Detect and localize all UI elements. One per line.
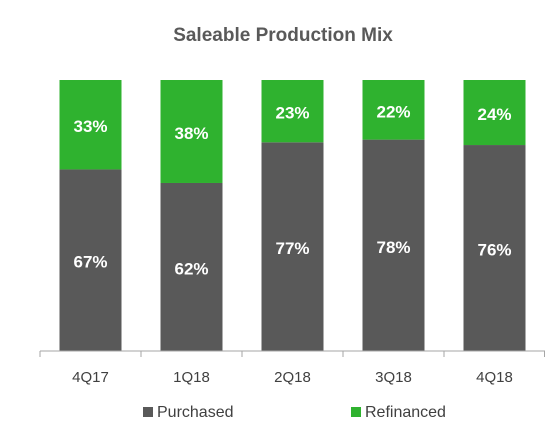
data-label: 62% [174,259,208,278]
x-tick-label: 3Q18 [375,369,412,386]
data-label: 76% [477,241,511,260]
bar-segment [463,80,526,146]
x-tick-label: 4Q18 [476,369,513,386]
data-label: 38% [174,124,208,143]
x-tick-label: 2Q18 [274,369,311,386]
data-label: 77% [275,239,309,258]
bar-segment [463,145,526,351]
data-label: 22% [376,102,410,121]
chart-title: Saleable Production Mix [173,25,393,46]
legend-label: Purchased [157,404,234,421]
data-label: 23% [275,104,309,123]
bar-segment [261,80,324,143]
data-label: 33% [73,117,107,136]
bar-segment [160,80,223,183]
data-label: 67% [73,253,107,272]
x-tick-label: 1Q18 [173,369,210,386]
data-label: 24% [477,105,511,124]
bar-segment [160,182,223,351]
bar-segment [362,139,425,351]
bar-segment [362,80,425,140]
legend-swatch [143,407,153,417]
legend-swatch [351,407,361,417]
bar-segment [59,80,122,170]
data-label: 78% [376,238,410,257]
x-tick-label: 4Q17 [72,369,109,386]
bar-segment [59,169,122,351]
bar-segment [261,142,324,351]
legend-label: Refinanced [365,404,446,421]
